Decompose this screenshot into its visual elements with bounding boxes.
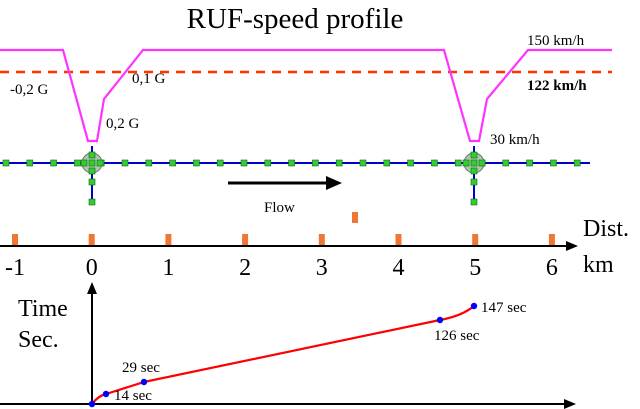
distance-axis-unit: km <box>583 252 614 278</box>
track-marker <box>145 159 153 167</box>
track-marker <box>288 159 295 167</box>
time-point-14 <box>102 390 110 398</box>
track-marker <box>264 159 272 167</box>
track-marker <box>335 159 343 167</box>
label-station-speed: 30 km/h <box>490 132 540 148</box>
distance-markers <box>12 234 555 245</box>
time-point-126 <box>436 316 444 324</box>
station-marker <box>88 178 96 186</box>
station-marker <box>80 159 88 167</box>
station-marker <box>470 198 478 206</box>
distance-marker <box>548 234 555 245</box>
track-marker <box>573 159 581 167</box>
distance-marker <box>88 234 95 245</box>
track-marker <box>502 159 510 167</box>
track-marker <box>359 159 367 167</box>
distance-tick-label: 3 <box>316 255 328 281</box>
distance-axis-arrowhead <box>566 241 578 251</box>
track-marker <box>169 159 176 167</box>
track-marker <box>121 159 129 167</box>
time-label-126: 126 sec <box>434 328 480 344</box>
distance-marker <box>12 234 18 245</box>
label-accel-outer: 0,1 G <box>132 71 166 87</box>
station-marker <box>88 151 96 159</box>
track-marker <box>431 159 438 167</box>
distance-tick-label: 1 <box>162 255 174 281</box>
time-axis-unit: Sec. <box>18 327 59 353</box>
flow-arrowhead <box>326 176 342 190</box>
station-marker <box>88 198 96 206</box>
time-point-29 <box>140 378 148 386</box>
station-marker <box>470 178 478 186</box>
distance-marker-extra <box>352 212 358 223</box>
distance-marker <box>318 234 325 245</box>
station-marker <box>470 167 478 175</box>
label-top-speed: 150 km/h <box>527 33 585 49</box>
station-marker <box>470 159 478 167</box>
distance-marker <box>165 234 172 245</box>
station-marker <box>470 151 478 159</box>
distance-tick-label: 2 <box>239 255 251 281</box>
label-decel-inner: 0,2 G <box>106 116 140 132</box>
track-marker <box>407 159 414 167</box>
track-marker <box>74 159 81 167</box>
time-point-origin <box>88 400 96 408</box>
label-reference-speed: 122 km/h <box>527 78 587 94</box>
track-marker <box>216 159 224 167</box>
track-marker <box>526 159 533 167</box>
time-point-147 <box>470 302 478 310</box>
track-marker <box>240 159 248 167</box>
track-marker <box>26 159 34 167</box>
speed-profile-curve <box>0 48 612 143</box>
distance-tick-label: -1 <box>5 255 25 281</box>
station-markers <box>80 151 486 206</box>
time-y-axis-arrowhead <box>87 282 97 294</box>
distance-tick-label: 4 <box>393 255 405 281</box>
distance-tick-label: 6 <box>546 255 558 281</box>
distance-marker <box>242 234 249 245</box>
station-marker <box>478 159 486 167</box>
distance-axis-label: Dist. <box>583 216 629 242</box>
station-marker <box>96 159 104 167</box>
track-marker <box>454 159 462 167</box>
track-marker <box>193 159 200 167</box>
time-label-14: 14 sec <box>114 388 152 404</box>
diagram-title: RUF-speed profile <box>187 3 404 35</box>
time-label-29: 29 sec <box>122 360 160 376</box>
distance-tick-labels: -1 0 1 2 3 4 5 6 <box>5 255 558 281</box>
time-label-147: 147 sec <box>481 300 527 316</box>
flow-label: Flow <box>264 200 295 216</box>
distance-marker <box>472 234 479 245</box>
distance-marker <box>395 234 402 245</box>
station-marker <box>88 159 96 167</box>
track-marker <box>2 159 10 167</box>
distance-tick-label: 5 <box>469 255 481 281</box>
track-marker <box>312 159 319 167</box>
label-decel-outer: -0,2 G <box>10 82 48 98</box>
time-x-axis-arrowhead <box>564 399 576 409</box>
track-marker <box>550 159 557 167</box>
station-marker <box>462 159 470 167</box>
track-marker <box>50 159 57 167</box>
distance-tick-label: 0 <box>86 255 98 281</box>
track-marker <box>383 159 391 167</box>
time-axis-label: Time <box>18 296 68 322</box>
station-marker <box>88 167 96 175</box>
